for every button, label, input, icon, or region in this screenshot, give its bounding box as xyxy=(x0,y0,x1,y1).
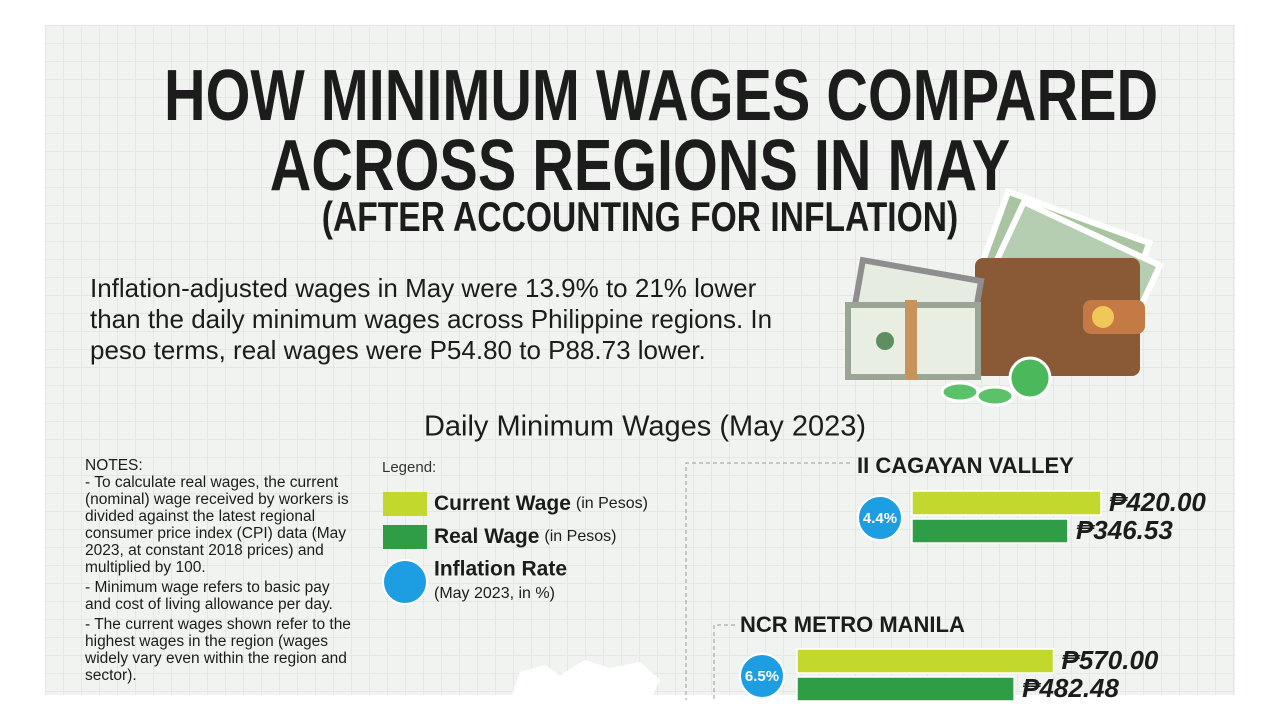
connector xyxy=(685,462,850,700)
map-silhouette xyxy=(510,660,660,700)
legend-swatch xyxy=(382,559,428,605)
wallet-illustration xyxy=(845,187,1164,407)
notes-heading: NOTES: xyxy=(85,457,143,474)
inflation-label: 6.5% xyxy=(745,668,779,685)
bar xyxy=(796,648,1055,674)
legend-unit: (May 2023, in %) xyxy=(434,585,555,602)
legend-unit: (in Pesos) xyxy=(544,528,616,545)
legend-label: Real Wage (in Pesos) xyxy=(434,525,616,548)
title: ACROSS REGIONS IN MAY xyxy=(269,126,1011,206)
subtitle: (AFTER ACCOUNTING FOR INFLATION) xyxy=(321,193,959,240)
legend-name: Real Wage xyxy=(434,525,539,548)
inflation-bubble xyxy=(739,653,785,699)
legend: Current Wage (in Pesos) Real Wage (in Pesos… xyxy=(382,492,648,605)
legend-label: Current Wage (in Pesos) xyxy=(434,492,648,515)
chart-title: Daily Minimum Wages (May 2023) xyxy=(424,411,866,443)
region-label: II CAGAYAN VALLEY xyxy=(857,453,1074,478)
value-label: ₱570.00 xyxy=(1062,645,1159,675)
legend-label: Inflation Rate xyxy=(434,558,567,581)
note: - The current wages shown refer to the h… xyxy=(85,616,351,684)
value-label: ₱346.53 xyxy=(1076,515,1173,545)
legend-heading: Legend: xyxy=(382,459,436,476)
inflation-bubble xyxy=(857,495,903,541)
note: - To calculate real wages, the current (… xyxy=(85,474,349,576)
bar xyxy=(796,676,1015,702)
intro: Inflation-adjusted wages in May were 13.… xyxy=(90,273,773,365)
connector xyxy=(713,624,735,700)
legend-name: Current Wage xyxy=(434,492,571,515)
bar xyxy=(911,490,1102,516)
inflation-label: 4.4% xyxy=(863,510,897,527)
title: HOW MINIMUM WAGES COMPARED xyxy=(164,56,1159,136)
value-label: ₱482.48 xyxy=(1022,673,1119,703)
value-label: ₱420.00 xyxy=(1109,487,1206,517)
legend-swatch xyxy=(383,525,427,549)
bar xyxy=(911,518,1069,544)
legend-unit: (in Pesos) xyxy=(576,495,648,512)
note: - Minimum wage refers to basic pay and c… xyxy=(85,579,333,613)
region-label: NCR METRO MANILA xyxy=(740,612,965,637)
legend-swatch xyxy=(383,492,427,516)
notes: NOTES: - To calculate real wages, the cu… xyxy=(85,457,355,687)
